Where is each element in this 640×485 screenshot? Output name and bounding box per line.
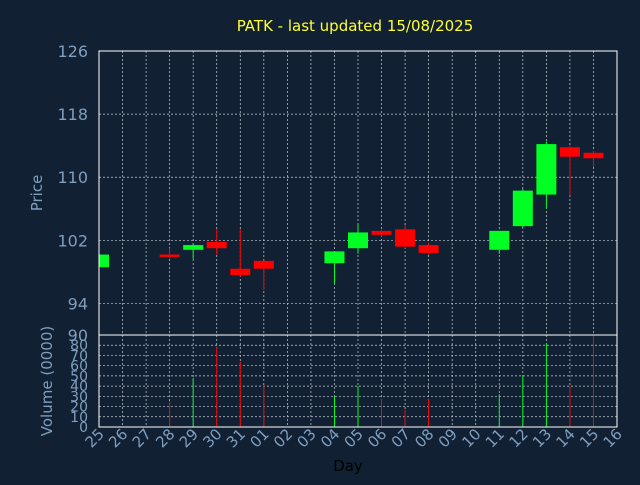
volume-tick-label: 80 (70, 338, 88, 354)
x-tick-label: 26 (105, 425, 131, 451)
volume-tick-label: 10 (70, 410, 88, 426)
price-tick-label: 126 (57, 42, 88, 61)
x-tick-label: 02 (270, 425, 296, 451)
price-tick-label: 90 (68, 326, 88, 345)
price-axis-label: Price (28, 175, 46, 212)
x-tick-label: 31 (223, 425, 249, 451)
volume-tick-label: 0 (79, 420, 88, 436)
x-tick-label: 12 (505, 425, 531, 451)
candle-body (536, 144, 557, 195)
candle-body (99, 254, 109, 268)
x-tick-label: 06 (364, 425, 390, 451)
candle-body (348, 232, 368, 249)
x-tick-label: 04 (317, 425, 343, 451)
x-tick-label: 27 (129, 425, 155, 451)
volume-axis-label: Volume (0000) (38, 326, 56, 436)
volume-tick-label: 60 (70, 359, 88, 375)
x-tick-label: 11 (482, 425, 508, 451)
price-tick-label: 110 (57, 168, 88, 187)
candle-body (559, 147, 580, 157)
price-panel: 94 102 110 118 126 90 Price (28, 42, 618, 345)
candle-body (206, 241, 227, 249)
x-tick-label: 05 (341, 425, 367, 451)
candle-body (159, 254, 180, 257)
candle-body (489, 230, 510, 250)
x-tick-label: 10 (458, 425, 484, 451)
price-tick-label: 102 (57, 231, 88, 250)
x-tick-label: 08 (411, 425, 437, 451)
x-axis: 2526272829303101020304050607080910111213… (82, 425, 626, 475)
candle-body (512, 190, 533, 227)
x-tick-label: 14 (553, 425, 579, 451)
candle-body (183, 245, 204, 250)
volume-tick-label: 20 (70, 400, 88, 416)
x-axis-label: Day (333, 457, 363, 475)
x-tick-label: 28 (152, 425, 178, 451)
candle-body (230, 268, 251, 276)
volume-tick-label: 40 (70, 379, 88, 395)
x-tick-label: 30 (199, 425, 225, 451)
candle-body (253, 260, 274, 269)
chart-title: PATK - last updated 15/08/2025 (237, 17, 474, 35)
volume-tick-label: 50 (70, 369, 88, 385)
x-tick-label: 16 (600, 425, 626, 451)
candle-body (418, 245, 439, 253)
x-tick-label: 01 (246, 425, 272, 451)
candle-body (324, 251, 345, 264)
volume-plot-frame (98, 334, 618, 428)
x-tick-label: 15 (576, 425, 602, 451)
x-tick-label: 03 (294, 425, 320, 451)
x-tick-label: 07 (388, 425, 414, 451)
candle-body (371, 230, 392, 235)
candle-body (583, 152, 604, 159)
price-tick-label: 118 (57, 105, 88, 124)
volume-tick-label: 30 (70, 389, 88, 405)
candle-body (395, 229, 416, 247)
x-tick-label: 09 (435, 425, 461, 451)
volume-tick-label: 70 (70, 348, 88, 364)
x-tick-label: 29 (176, 425, 202, 451)
price-tick-label: 94 (68, 294, 88, 313)
x-tick-label: 13 (529, 425, 555, 451)
